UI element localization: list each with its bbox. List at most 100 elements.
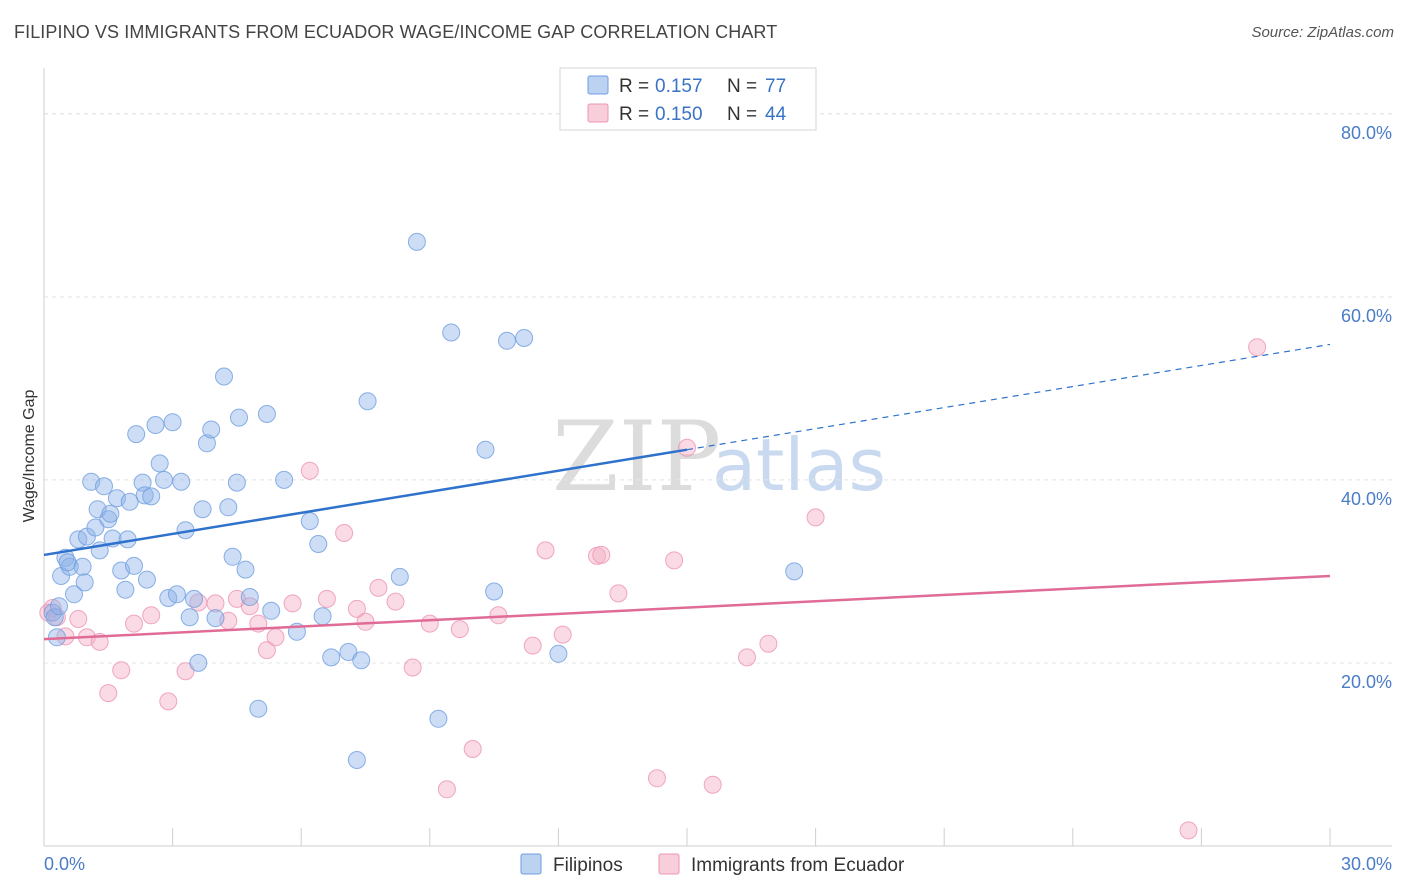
filipinos-point (45, 608, 64, 627)
filipinos-point (116, 580, 135, 599)
chart-source: Source: ZipAtlas.com (1251, 24, 1394, 41)
filipinos-point (785, 562, 804, 581)
filipinos-point (65, 585, 83, 604)
filipinos-point (223, 547, 242, 566)
filipinos-point (167, 585, 186, 604)
y-tick-labels: 20.0% 40.0% 60.0% 80.0% (1341, 123, 1392, 692)
ecuador-point (738, 648, 756, 667)
filipinos-point (180, 608, 199, 627)
filipinos-point (215, 367, 233, 386)
filipinos-point (101, 504, 120, 523)
y-tick-label: 40.0% (1341, 489, 1392, 509)
ecuador-point (266, 628, 285, 647)
x-ticks (43, 828, 1331, 846)
legend-r-value-ecuador: 0.150 (655, 104, 703, 125)
filipinos-point (60, 557, 79, 576)
ecuador-point (463, 740, 482, 758)
trend-lines (43, 343, 1331, 641)
ecuador-point (648, 769, 666, 788)
filipinos-point (172, 472, 191, 491)
filipinos-point (476, 440, 495, 459)
filipinos-point (227, 473, 246, 492)
filipinos-point (390, 567, 409, 586)
filipinos-point (202, 420, 221, 439)
legend-r-label-ecuador: R = (619, 104, 649, 125)
filipinos-point (125, 556, 143, 575)
y-tick-label: 60.0% (1341, 306, 1392, 326)
filipinos-point (240, 588, 259, 606)
filipinos-point (339, 643, 358, 661)
filipinos-point (429, 709, 448, 728)
filipinos-point (407, 232, 426, 251)
ecuador-point (386, 592, 405, 611)
filipinos-point (230, 408, 248, 427)
bottom-legend-label-ecuador: Immigrants from Ecuador (691, 855, 905, 876)
filipinos-point (442, 323, 461, 342)
series-ecuador-points (39, 338, 1267, 840)
y-axis-label: Wage/Income Gap (21, 390, 38, 523)
filipinos-point (219, 498, 238, 517)
legend-box: R = 0.157 N = 77 R = 0.150 N = 44 (559, 67, 817, 131)
ecuador-point (1179, 821, 1198, 840)
watermark-atlas: atlas (712, 423, 886, 507)
legend-r-label-filipinos: R = (619, 76, 649, 97)
filipinos-point (358, 392, 377, 411)
filipinos-point (95, 477, 113, 496)
ecuador-point (1248, 338, 1267, 357)
ecuador-point (592, 545, 611, 564)
filipinos-point (193, 500, 212, 519)
grid-lines (44, 113, 1392, 664)
ecuador-point (450, 620, 469, 639)
y-tick-label: 80.0% (1341, 123, 1392, 143)
filipinos-point (249, 699, 268, 718)
filipinos-point (352, 651, 371, 670)
filipinos-point (262, 601, 281, 620)
filipinos-point (56, 548, 75, 567)
filipinos-point (275, 470, 294, 489)
filipinos-point (120, 492, 139, 511)
filipinos-point (498, 331, 516, 350)
filipinos-point (159, 589, 178, 607)
ecuador-point (553, 625, 572, 644)
ecuador-point (536, 541, 555, 560)
chart-title: FILIPINO VS IMMIGRANTS FROM ECUADOR WAGE… (14, 22, 778, 42)
filipinos-point (43, 603, 62, 622)
filipinos-point (189, 653, 208, 672)
filipinos-point (127, 425, 146, 444)
ecuador-point (99, 684, 118, 703)
ecuador-point (437, 780, 456, 799)
legend-n-label-filipinos: N = (727, 76, 757, 97)
filipinos-point (155, 470, 173, 489)
ecuador-point (523, 636, 542, 655)
ecuador-point (403, 658, 422, 677)
series-filipinos-points (43, 232, 804, 769)
legend-r-value-filipinos: 0.157 (655, 76, 703, 97)
filipinos-point (73, 557, 92, 576)
filipinos-point (515, 329, 534, 347)
ecuador-point (609, 584, 628, 603)
bottom-legend-label-filipinos: Filipinos (553, 855, 623, 876)
ecuador-point (159, 692, 178, 711)
filipinos-point (300, 512, 319, 531)
legend-n-value-ecuador: 44 (765, 104, 787, 125)
filipinos-point (50, 597, 68, 616)
bottom-legend-swatch-filipinos (520, 853, 542, 875)
filipinos-point (197, 434, 216, 453)
axes (43, 68, 1392, 847)
ecuador-point (142, 606, 161, 625)
ecuador-point (240, 597, 259, 616)
ecuador-point (125, 614, 143, 633)
ecuador-point (759, 634, 778, 653)
ecuador-point (317, 589, 336, 608)
legend-n-value-filipinos: 77 (765, 76, 786, 97)
ecuador-point (347, 599, 366, 618)
ecuador-point (369, 578, 388, 597)
filipinos-point (236, 560, 255, 579)
bottom-legend: Filipinos Immigrants from Ecuador (520, 853, 905, 876)
legend-n-label-ecuador: N = (727, 104, 757, 125)
filipinos-point (549, 644, 568, 663)
filipinos-trend-extension (686, 343, 1331, 451)
filipinos-point (347, 751, 366, 769)
filipinos-point (75, 573, 94, 592)
filipinos-point (150, 454, 169, 473)
